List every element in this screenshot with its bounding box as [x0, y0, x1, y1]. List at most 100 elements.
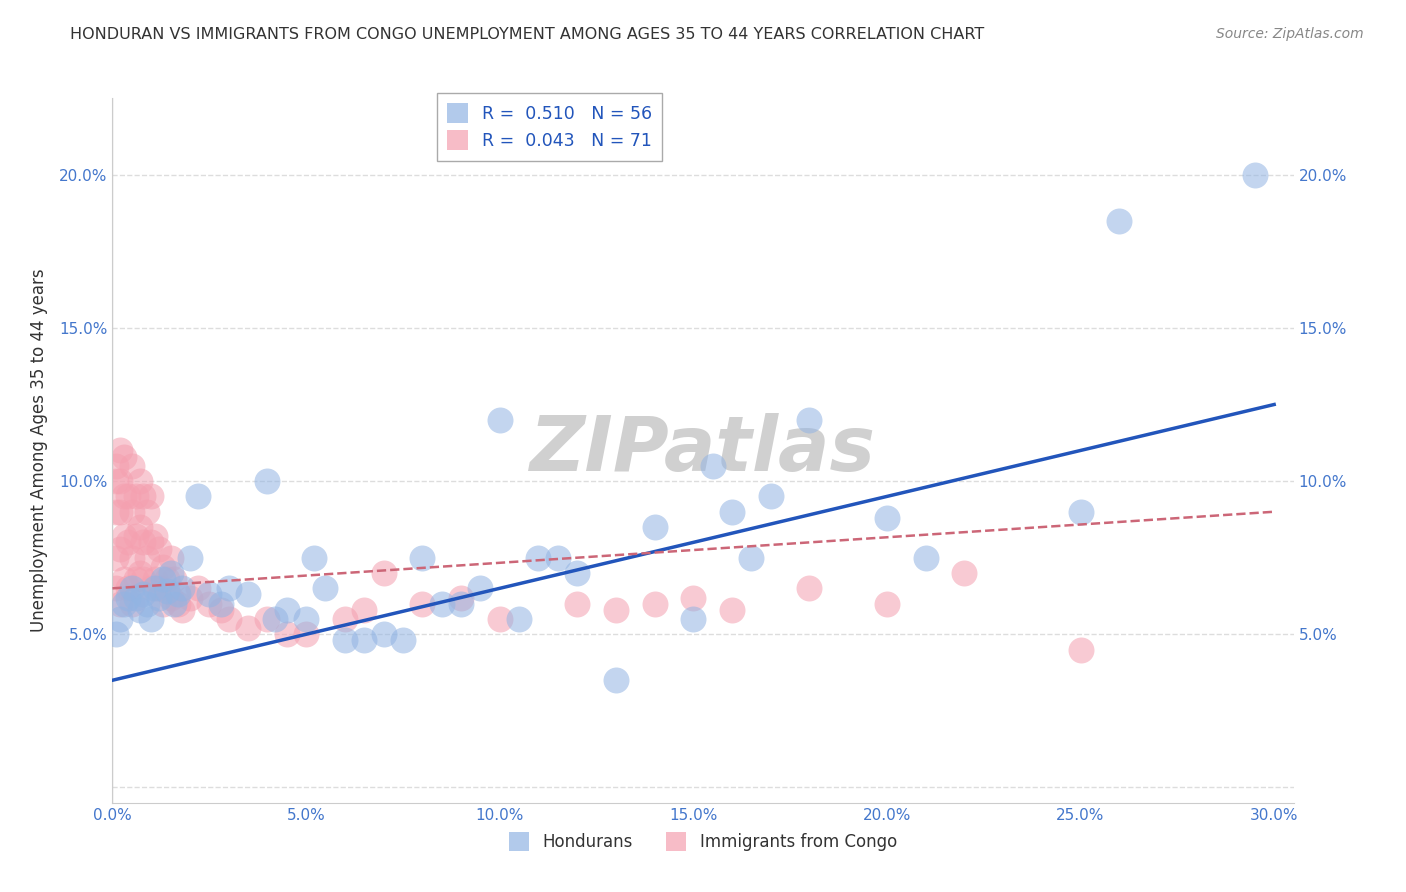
Point [1243, 168, 1265, 182]
Point [721, 505, 744, 519]
Point [682, 612, 704, 626]
Point [112, 490, 135, 504]
Point [159, 591, 181, 605]
Point [353, 633, 375, 648]
Point [117, 591, 139, 605]
Point [143, 582, 166, 596]
Point [105, 550, 128, 565]
Point [172, 582, 194, 596]
Point [799, 413, 821, 427]
Point [179, 591, 201, 605]
Point [136, 505, 159, 519]
Point [128, 520, 150, 534]
Point [527, 550, 550, 565]
Point [1070, 642, 1092, 657]
Point [373, 566, 395, 580]
Point [128, 566, 150, 580]
Text: HONDURAN VS IMMIGRANTS FROM CONGO UNEMPLOYMENT AMONG AGES 35 TO 44 YEARS CORRELA: HONDURAN VS IMMIGRANTS FROM CONGO UNEMPL… [70, 27, 984, 42]
Point [682, 591, 704, 605]
Point [105, 582, 128, 596]
Point [187, 582, 209, 596]
Point [167, 587, 190, 601]
Point [112, 572, 135, 586]
Point [125, 572, 148, 586]
Point [110, 612, 132, 626]
Point [141, 582, 163, 596]
Point [152, 560, 174, 574]
Point [605, 673, 627, 688]
Point [110, 505, 132, 519]
Point [152, 597, 174, 611]
Point [759, 490, 782, 504]
Point [121, 550, 143, 565]
Point [236, 587, 259, 601]
Point [276, 627, 298, 641]
Point [373, 627, 395, 641]
Point [721, 603, 744, 617]
Text: Source: ZipAtlas.com: Source: ZipAtlas.com [1216, 27, 1364, 41]
Point [605, 603, 627, 617]
Point [136, 550, 159, 565]
Point [256, 612, 278, 626]
Point [430, 597, 453, 611]
Point [112, 450, 135, 464]
Point [105, 627, 128, 641]
Point [121, 582, 143, 596]
Point [702, 458, 724, 473]
Point [125, 529, 148, 543]
Point [1108, 213, 1130, 227]
Point [112, 597, 135, 611]
Point [159, 566, 181, 580]
Point [187, 490, 209, 504]
Point [132, 490, 155, 504]
Point [163, 572, 186, 586]
Point [488, 612, 510, 626]
Point [218, 582, 240, 596]
Point [392, 633, 415, 648]
Point [302, 550, 325, 565]
Point [148, 582, 170, 596]
Point [141, 612, 163, 626]
Point [295, 627, 318, 641]
Point [125, 591, 148, 605]
Point [508, 612, 530, 626]
Point [163, 597, 186, 611]
Point [876, 511, 898, 525]
Point [914, 550, 936, 565]
Point [740, 550, 762, 565]
Point [565, 566, 588, 580]
Point [112, 529, 135, 543]
Point [110, 474, 132, 488]
Point [156, 572, 179, 586]
Point [121, 505, 143, 519]
Point [488, 413, 510, 427]
Point [132, 535, 155, 549]
Point [209, 603, 232, 617]
Point [125, 490, 148, 504]
Point [152, 572, 174, 586]
Point [143, 572, 166, 586]
Point [236, 621, 259, 635]
Point [121, 458, 143, 473]
Point [198, 597, 221, 611]
Point [644, 597, 666, 611]
Point [117, 535, 139, 549]
Point [117, 490, 139, 504]
Point [411, 597, 433, 611]
Point [547, 550, 569, 565]
Point [876, 597, 898, 611]
Point [128, 603, 150, 617]
Point [256, 474, 278, 488]
Point [218, 612, 240, 626]
Point [411, 550, 433, 565]
Point [470, 582, 492, 596]
Point [110, 541, 132, 556]
Point [132, 587, 155, 601]
Point [136, 597, 159, 611]
Legend: Hondurans, Immigrants from Congo: Hondurans, Immigrants from Congo [502, 825, 904, 858]
Point [172, 603, 194, 617]
Point [148, 541, 170, 556]
Point [450, 597, 472, 611]
Point [179, 550, 201, 565]
Point [132, 572, 155, 586]
